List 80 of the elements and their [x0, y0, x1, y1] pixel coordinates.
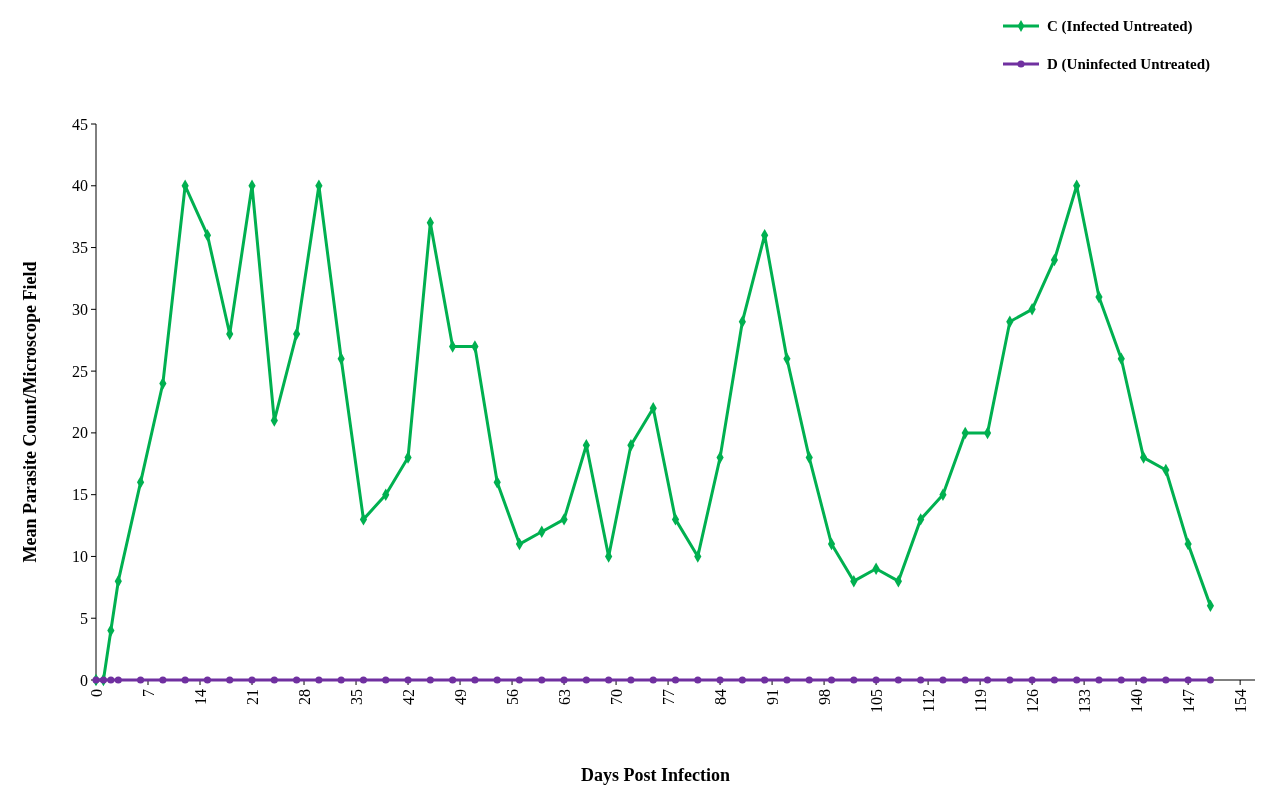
x-tick-label: 98	[815, 689, 833, 705]
point	[1006, 676, 1014, 684]
point	[649, 676, 657, 684]
x-tick-label: 21	[243, 689, 261, 705]
x-tick-label: 154	[1231, 689, 1249, 713]
x-tick-label: 42	[399, 689, 417, 705]
point	[1206, 676, 1214, 684]
point	[1117, 676, 1125, 684]
x-tick-label: 84	[711, 689, 729, 705]
x-axis-title: Days Post Infection	[581, 765, 730, 785]
point	[1050, 676, 1058, 684]
point	[181, 676, 189, 684]
y-tick-label: 20	[72, 424, 88, 442]
x-tick-label: 63	[555, 689, 573, 705]
x-tick-label: 49	[451, 689, 469, 705]
point	[493, 676, 501, 684]
point	[805, 676, 813, 684]
x-tick-label: 14	[191, 689, 209, 705]
point	[827, 676, 836, 684]
point	[203, 676, 212, 684]
legend-label: C (Infected Untreated)	[1047, 18, 1193, 35]
point	[226, 676, 234, 684]
point	[850, 676, 858, 684]
x-tick-label: 119	[971, 689, 989, 713]
x-tick-label: 56	[503, 689, 521, 705]
x-tick-label: 112	[919, 689, 937, 713]
x-tick-label: 140	[1127, 689, 1145, 713]
y-tick-label: 30	[72, 300, 88, 318]
y-tick-label: 25	[72, 362, 88, 380]
point	[137, 676, 145, 684]
x-tick-label: 35	[347, 689, 365, 705]
x-tick-label: 7	[139, 689, 157, 697]
point	[783, 676, 791, 684]
point	[983, 676, 992, 684]
point	[449, 676, 457, 684]
y-tick-label: 15	[72, 486, 88, 504]
y-tick-label: 40	[72, 177, 88, 195]
point	[1139, 676, 1148, 684]
y-tick-label: 45	[72, 115, 88, 133]
x-tick-label: 105	[867, 689, 885, 713]
x-tick-label: 147	[1179, 689, 1197, 713]
point	[694, 676, 702, 684]
point	[605, 676, 613, 684]
x-tick-label: 91	[763, 689, 781, 705]
point	[1095, 676, 1103, 684]
point	[359, 676, 368, 684]
x-tick-label: 126	[1023, 689, 1041, 713]
x-tick-label: 70	[607, 689, 625, 705]
legend-label: D (Uninfected Untreated)	[1047, 56, 1211, 73]
point	[159, 676, 167, 684]
point	[515, 676, 524, 684]
x-tick-label: 133	[1075, 689, 1093, 713]
x-tick-label: 0	[87, 689, 105, 697]
point	[293, 676, 301, 684]
point	[671, 676, 680, 684]
point	[939, 676, 947, 684]
point	[382, 676, 390, 684]
y-tick-label: 35	[72, 239, 88, 257]
y-axis-title: Mean Parasite Count/Microscope Field	[20, 261, 40, 563]
point	[315, 676, 323, 684]
y-tick-label: 5	[80, 609, 88, 627]
point	[426, 676, 434, 684]
point	[538, 676, 546, 684]
x-tick-label: 77	[659, 689, 677, 705]
point	[582, 676, 590, 684]
point	[738, 676, 746, 684]
point	[627, 676, 635, 684]
point	[1073, 676, 1081, 684]
point	[107, 676, 115, 684]
point	[761, 676, 769, 684]
point	[471, 676, 479, 684]
point	[894, 676, 902, 684]
point	[917, 676, 925, 684]
point	[961, 676, 969, 684]
point	[337, 676, 345, 684]
y-tick-label: 10	[72, 548, 88, 566]
point	[1162, 676, 1170, 684]
point	[270, 676, 278, 684]
point	[114, 676, 122, 684]
x-tick-label: 28	[295, 689, 313, 705]
